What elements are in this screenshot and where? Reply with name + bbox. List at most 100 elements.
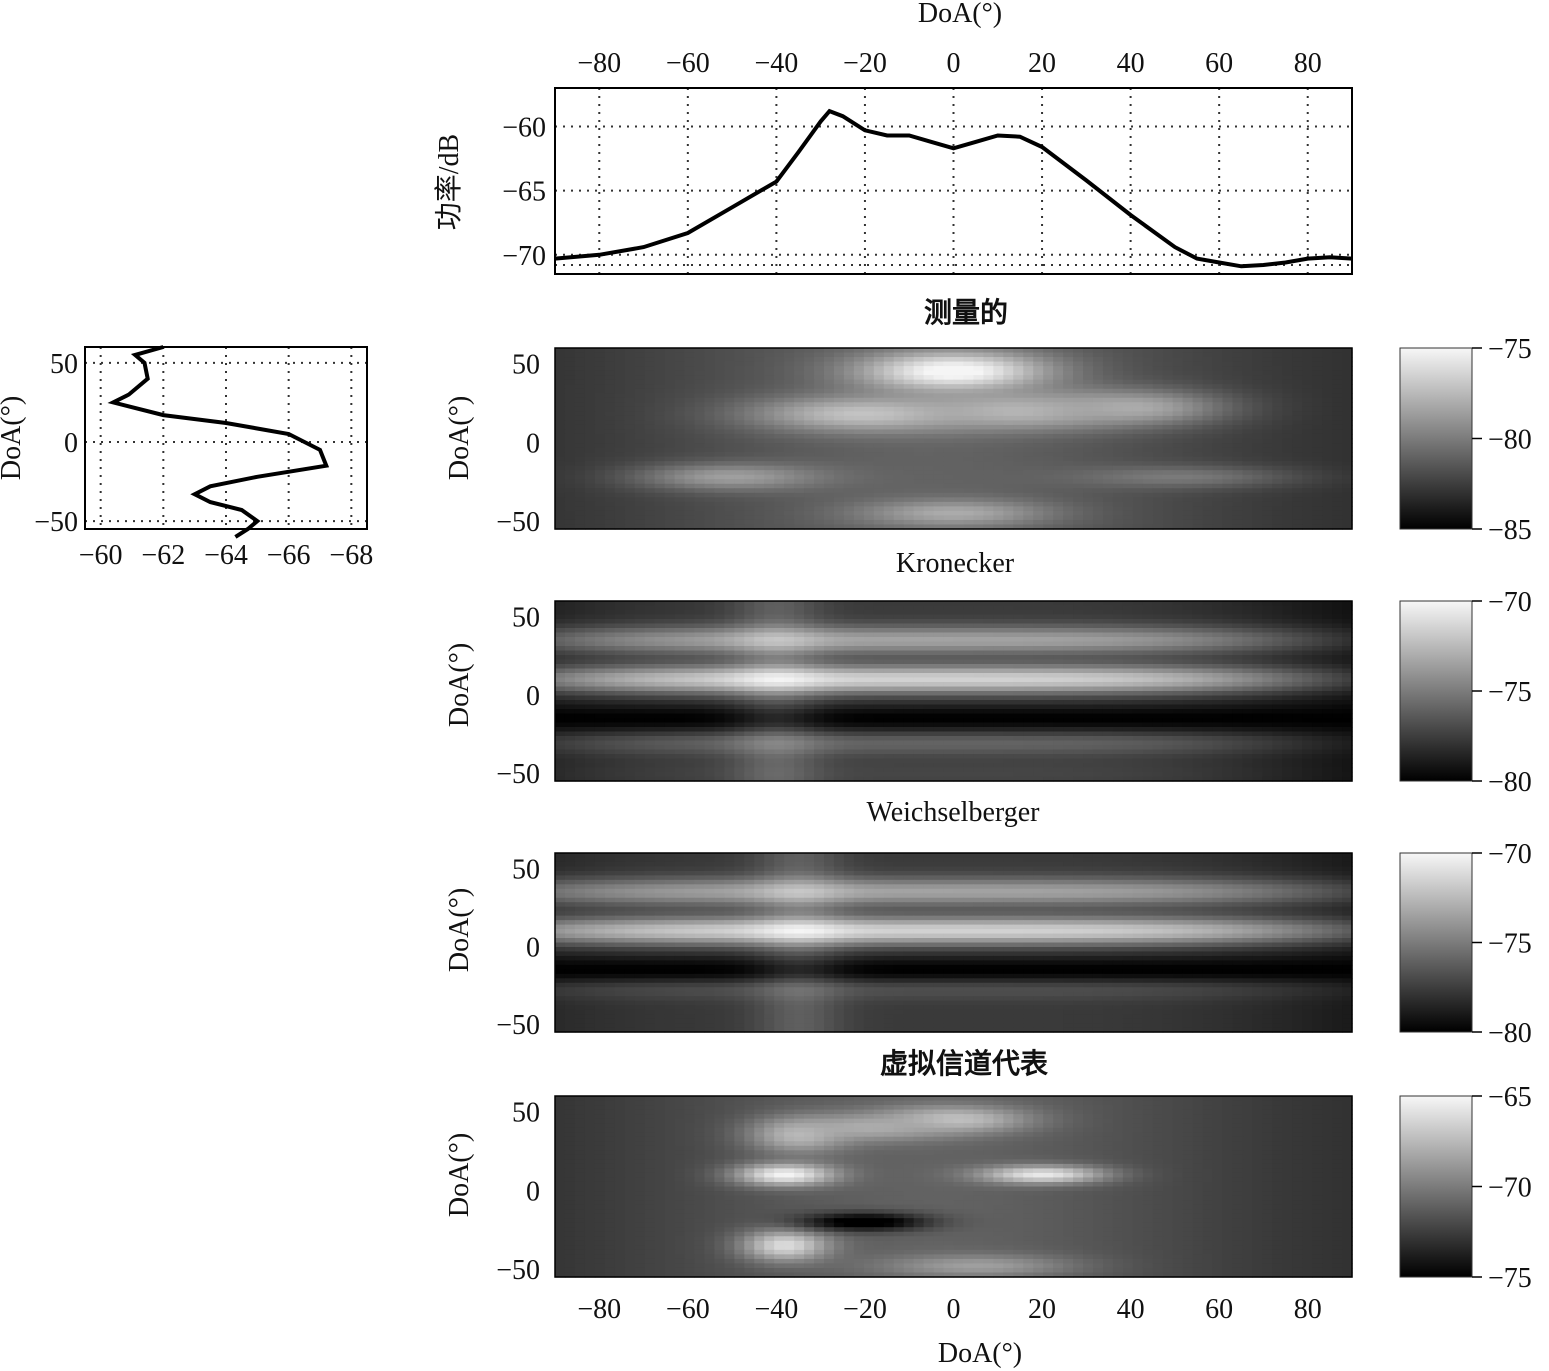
heatmap-cell: [1252, 655, 1263, 661]
heatmap-cell: [1242, 402, 1253, 408]
heatmap-cell: [574, 637, 586, 643]
heatmap-cell: [564, 483, 576, 489]
heatmap-cell: [724, 655, 735, 661]
heatmap-cell: [853, 465, 865, 471]
heatmap-cell: [873, 695, 885, 701]
heatmap-cell: [1162, 686, 1174, 692]
heatmap-cell: [694, 433, 706, 440]
heatmap-cell: [604, 366, 616, 372]
heatmap-cell: [604, 492, 616, 498]
heatmap-cell: [863, 673, 875, 679]
heatmap-cell: [1162, 673, 1174, 679]
heatmap-cell: [1332, 668, 1343, 674]
heatmap-cell: [1023, 411, 1034, 417]
heatmap-cell: [644, 388, 656, 394]
heatmap-cell: [1063, 438, 1074, 444]
heatmap-cell: [1342, 659, 1353, 665]
heatmap-cell: [1033, 415, 1044, 422]
heatmap-cell: [734, 438, 745, 444]
heatmap-cell: [1152, 420, 1164, 426]
heatmap-cell: [624, 433, 636, 440]
heatmap-cell: [664, 695, 676, 701]
heatmap-cell: [1312, 501, 1323, 507]
heatmap-cell: [1292, 677, 1303, 683]
heatmap-cell: [1043, 691, 1054, 697]
heatmap-cell: [833, 637, 845, 643]
heatmap-cell: [1023, 492, 1034, 498]
heatmap-cell: [1122, 352, 1134, 358]
heatmap-cell: [814, 524, 825, 530]
heatmap-cell: [853, 632, 865, 638]
heatmap-cell: [1312, 519, 1323, 526]
heatmap-cell: [1312, 447, 1323, 453]
heatmap-cell: [913, 623, 925, 629]
heatmap-cell: [883, 424, 895, 431]
heatmap-cell: [664, 677, 676, 683]
heatmap-cell: [1302, 691, 1313, 697]
heatmap-cell: [1013, 461, 1024, 467]
heatmap-cell: [584, 402, 596, 408]
heatmap-cell: [584, 424, 596, 431]
heatmap-cell: [1063, 510, 1074, 517]
heatmap-cell: [933, 659, 945, 665]
heatmap-cell: [754, 655, 765, 661]
heatmap-cell: [1172, 506, 1184, 512]
heatmap-cell: [604, 393, 616, 399]
heatmap-cell: [744, 388, 755, 394]
heatmap-cell: [823, 515, 835, 521]
heatmap-cell: [1023, 632, 1034, 638]
heatmap-cell: [1332, 492, 1343, 498]
heatmap-cell: [1112, 424, 1124, 431]
heatmap-cell: [604, 646, 616, 652]
heatmap-cell: [754, 393, 765, 399]
heatmap-cell: [1092, 641, 1104, 647]
heatmap-cell: [1252, 474, 1263, 480]
heatmap-cell: [1252, 384, 1263, 390]
heatmap-cell: [1272, 470, 1283, 476]
heatmap-cell: [1013, 614, 1024, 620]
heatmap-cell: [843, 452, 855, 458]
heatmap-cell: [1282, 501, 1293, 507]
heatmap-cell: [694, 668, 706, 674]
heatmap-cell: [1053, 637, 1064, 643]
heatmap-cell: [963, 447, 975, 453]
heatmap-cell: [1152, 497, 1164, 503]
heatmap-cell: [714, 524, 725, 530]
heatmap-cell: [555, 691, 566, 697]
heatmap-cell: [1252, 641, 1263, 647]
heatmap-cell: [1092, 402, 1104, 408]
heatmap-cell: [903, 519, 915, 526]
heatmap-cell: [794, 474, 805, 480]
heatmap-cell: [1142, 673, 1154, 679]
heatmap-cell: [1142, 424, 1154, 431]
heatmap-cell: [1312, 415, 1323, 422]
top-x-tick-label: −60: [666, 48, 710, 79]
heatmap-cell: [1182, 411, 1194, 417]
heatmap-cell: [1212, 682, 1224, 688]
heatmap-cell: [1122, 479, 1134, 485]
heatmap-cell: [644, 664, 656, 670]
heatmap-cell: [823, 456, 835, 462]
heatmap-cell: [804, 610, 815, 616]
heatmap-cell: [584, 646, 596, 652]
heatmap-cell: [804, 388, 815, 394]
heatmap-cell: [883, 628, 895, 634]
heatmap-cell: [833, 488, 845, 494]
heatmap-cell: [1102, 348, 1114, 354]
heatmap-cell: [1033, 393, 1044, 399]
heatmap-cell: [654, 397, 666, 403]
heatmap-cell: [1292, 415, 1303, 422]
heatmap-cell: [1063, 474, 1074, 480]
heatmap-cell: [614, 361, 626, 367]
heatmap-cell: [714, 610, 725, 616]
heatmap-cell: [1242, 614, 1253, 620]
heatmap-cell: [933, 379, 945, 385]
heatmap-cell: [1043, 424, 1054, 431]
heatmap-cell: [634, 682, 646, 688]
heatmap-cell: [983, 456, 994, 462]
heatmap-cell: [754, 506, 765, 512]
heatmap-cell: [764, 483, 775, 489]
heatmap-cell: [684, 348, 696, 354]
heatmap-cell: [873, 646, 885, 652]
heatmap-cell: [1152, 510, 1164, 517]
